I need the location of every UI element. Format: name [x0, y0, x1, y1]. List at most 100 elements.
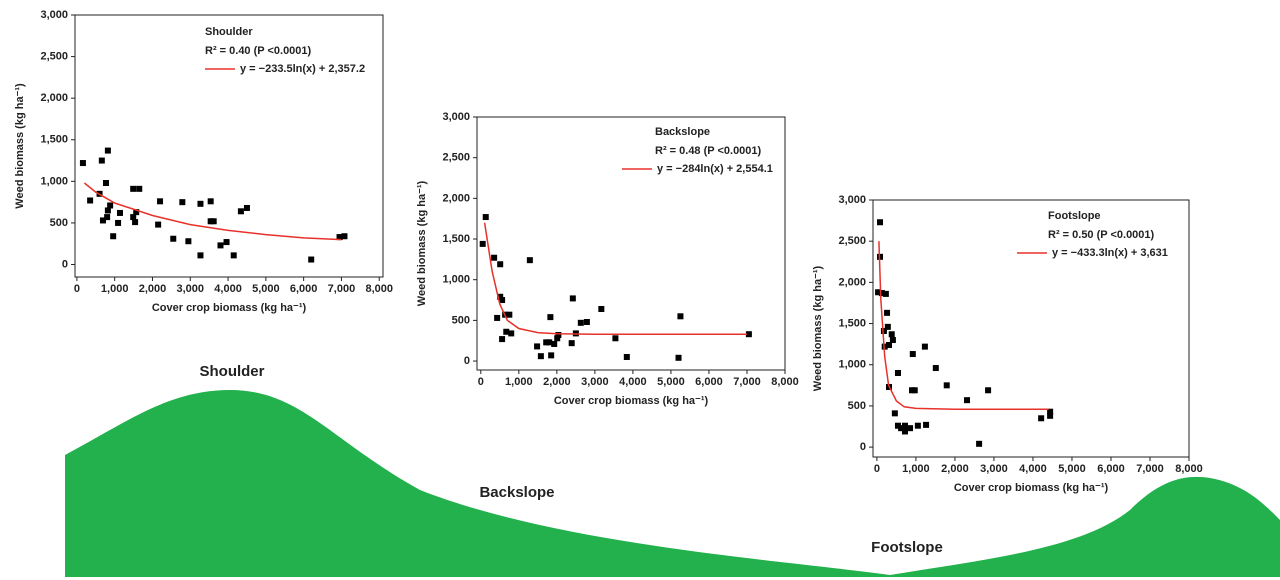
annotation: R² = 0.50 (P <0.0001)	[1048, 229, 1155, 241]
point	[910, 351, 916, 357]
y-tick-label: 2,500	[442, 152, 470, 164]
annotation: R² = 0.48 (P <0.0001)	[655, 145, 762, 157]
point	[890, 337, 896, 343]
point	[944, 382, 950, 388]
fit-line	[879, 241, 1049, 409]
point	[598, 306, 604, 312]
point	[244, 205, 250, 211]
y-tick-label: 2,000	[442, 192, 470, 204]
y-tick-label: 3,000	[40, 9, 68, 21]
y-tick-label: 500	[452, 314, 470, 326]
y-tick-label: 500	[50, 217, 68, 229]
point	[110, 233, 116, 239]
x-tick-label: 7,000	[733, 376, 761, 388]
point	[170, 236, 176, 242]
legend-label: y = −233.5ln(x) + 2,357.2	[240, 63, 365, 75]
annotation: R² = 0.40 (P <0.0001)	[205, 45, 312, 57]
point	[624, 354, 630, 360]
point	[584, 319, 590, 325]
point	[964, 397, 970, 403]
legend-title: Backslope	[655, 126, 710, 138]
point	[912, 387, 918, 393]
point	[231, 252, 237, 258]
point	[555, 332, 561, 338]
x-tick-label: 0	[74, 283, 80, 295]
point	[527, 257, 533, 263]
point	[308, 257, 314, 263]
point	[551, 341, 557, 347]
point	[1047, 413, 1053, 419]
point	[132, 219, 138, 225]
point	[115, 220, 121, 226]
y-tick-label: 3,000	[838, 194, 866, 206]
x-axis-label: Cover crop biomass (kg ha⁻¹)	[954, 482, 1109, 494]
y-tick-label: 1,000	[838, 359, 866, 371]
landform-label: Backslope	[479, 484, 554, 501]
y-tick-label: 1,500	[442, 233, 470, 245]
landform-label: Shoulder	[199, 363, 264, 380]
point	[578, 320, 584, 326]
y-tick-label: 2,000	[40, 92, 68, 104]
point	[99, 158, 105, 164]
point	[104, 214, 110, 220]
x-tick-label: 3,000	[581, 376, 609, 388]
x-tick-label: 1,000	[101, 283, 129, 295]
x-tick-label: 0	[874, 463, 880, 475]
x-tick-label: 5,000	[252, 283, 280, 295]
point	[179, 199, 185, 205]
point	[892, 410, 898, 416]
point	[208, 198, 214, 204]
y-tick-label: 1,500	[40, 134, 68, 146]
x-tick-label: 5,000	[657, 376, 685, 388]
x-tick-label: 4,000	[619, 376, 647, 388]
x-tick-label: 5,000	[1058, 463, 1086, 475]
x-tick-label: 2,000	[139, 283, 167, 295]
point	[136, 186, 142, 192]
point	[534, 343, 540, 349]
point	[884, 310, 890, 316]
point	[491, 255, 497, 261]
x-tick-label: 3,000	[176, 283, 204, 295]
y-tick-label: 500	[848, 400, 866, 412]
y-tick-label: 1,000	[442, 274, 470, 286]
point	[506, 312, 512, 318]
y-tick-label: 1,500	[838, 317, 866, 329]
x-tick-label: 8,000	[771, 376, 799, 388]
point	[895, 370, 901, 376]
y-tick-label: 2,000	[838, 276, 866, 288]
x-tick-label: 0	[478, 376, 484, 388]
point	[915, 423, 921, 429]
point	[341, 233, 347, 239]
point	[499, 336, 505, 342]
point	[155, 222, 161, 228]
legend-label: y = −433.3ln(x) + 3,631	[1052, 247, 1168, 259]
x-tick-label: 2,000	[543, 376, 571, 388]
x-tick-label: 6,000	[1097, 463, 1125, 475]
point	[130, 186, 136, 192]
y-tick-label: 2,500	[838, 235, 866, 247]
x-tick-label: 7,000	[328, 283, 356, 295]
point	[483, 214, 489, 220]
point	[508, 330, 514, 336]
x-tick-label: 1,000	[505, 376, 533, 388]
point	[883, 291, 889, 297]
x-tick-label: 4,000	[214, 283, 242, 295]
point	[677, 313, 683, 319]
y-tick-label: 0	[860, 441, 866, 453]
point	[197, 252, 203, 258]
x-tick-label: 6,000	[695, 376, 723, 388]
figure: Shoulder Backslope Footslope 0 500 1,000 1,…	[0, 0, 1280, 580]
point	[612, 335, 618, 341]
point	[907, 425, 913, 431]
y-tick-label: 2,500	[40, 50, 68, 62]
point	[238, 208, 244, 214]
point	[985, 387, 991, 393]
point	[105, 207, 111, 213]
landform-label: Footslope	[871, 539, 943, 556]
point	[923, 422, 929, 428]
point	[933, 365, 939, 371]
point	[87, 197, 93, 203]
point	[547, 314, 553, 320]
y-axis-label: Weed biomass (kg ha⁻¹)	[14, 83, 26, 209]
point	[922, 344, 928, 350]
